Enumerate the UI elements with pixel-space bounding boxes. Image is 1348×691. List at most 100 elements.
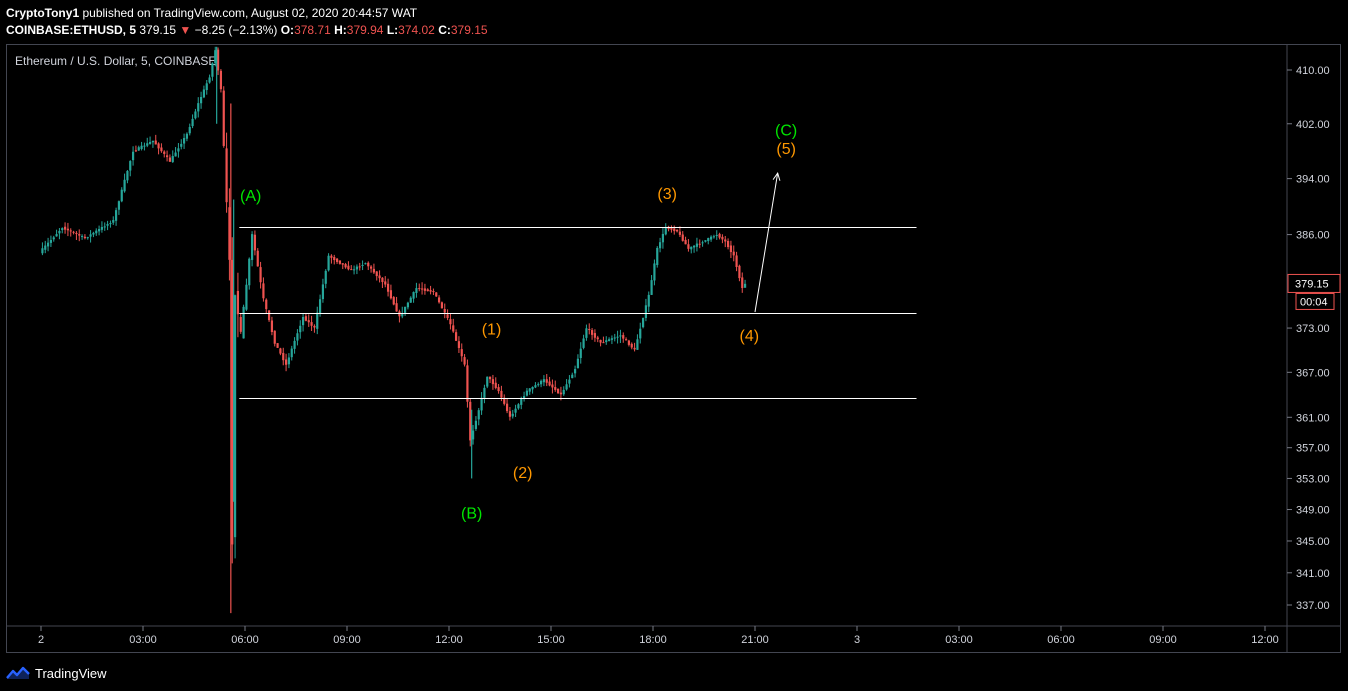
candle-body xyxy=(658,242,662,249)
candle-body xyxy=(545,379,548,383)
candle-body xyxy=(361,264,364,266)
candle-body xyxy=(95,230,98,234)
candle-body xyxy=(576,358,580,369)
y-tick-label: 341.00 xyxy=(1296,568,1330,580)
wave-label-orange: (3) xyxy=(657,186,677,203)
candle-body xyxy=(369,266,373,269)
down-arrow-icon: ▼ xyxy=(179,23,192,37)
candle-body xyxy=(712,236,716,238)
candle-body xyxy=(687,244,690,249)
publish-info: CryptoTony1 published on TradingView.com… xyxy=(6,6,417,20)
x-tick-label: 2 xyxy=(38,634,44,646)
ohlc-legend: COINBASE:ETHUSD, 5 379.15 ▼ −8.25 (−2.13… xyxy=(6,23,488,37)
footer: TradingView xyxy=(6,662,107,684)
candle-body xyxy=(117,201,121,210)
candle-body xyxy=(372,268,376,273)
candle-body xyxy=(718,233,721,238)
x-tick-label: 21:00 xyxy=(741,634,769,646)
candle-body xyxy=(639,328,642,339)
candle-body xyxy=(86,237,89,239)
candle-body xyxy=(690,246,693,250)
projection-arrow-head xyxy=(772,171,781,181)
candle-body xyxy=(647,294,650,307)
candle-body xyxy=(313,325,316,328)
high-label: H: xyxy=(334,23,347,37)
candle-body xyxy=(335,258,339,262)
candle-body xyxy=(205,83,208,91)
candle-body xyxy=(579,348,582,358)
author-name[interactable]: CryptoTony1 xyxy=(6,6,80,20)
candle-body xyxy=(709,236,713,240)
candle-body xyxy=(386,283,390,292)
candle-body xyxy=(565,384,568,390)
candle-body xyxy=(129,161,132,171)
x-tick-label: 06:00 xyxy=(231,634,259,646)
candle-body xyxy=(330,255,333,258)
wave-label-orange: (2) xyxy=(513,465,533,482)
x-tick-label: 18:00 xyxy=(639,634,667,646)
tradingview-logo-icon[interactable] xyxy=(6,666,30,680)
candle-body xyxy=(69,230,72,232)
candle-body xyxy=(367,262,370,267)
candle-body xyxy=(327,255,330,271)
candle-body xyxy=(267,310,271,321)
countdown-label: 00:04 xyxy=(1300,296,1328,308)
x-tick-label: 12:00 xyxy=(435,634,463,646)
projection-arrow-shaft xyxy=(754,172,779,313)
price-chart[interactable]: Ethereum / U.S. Dollar, 5, COINBASE 410.0… xyxy=(0,0,1348,660)
candle-body xyxy=(477,410,480,420)
candle-body xyxy=(270,320,274,333)
candle-body xyxy=(352,269,356,271)
tradingview-brand[interactable]: TradingView xyxy=(35,665,107,681)
candle-body xyxy=(675,229,679,232)
candle-body xyxy=(140,145,143,150)
candle-body xyxy=(721,236,724,240)
candle-body xyxy=(364,263,367,265)
candle-body xyxy=(58,230,61,234)
candle-body xyxy=(548,381,551,386)
candle-body xyxy=(486,376,489,387)
low-value: 374.02 xyxy=(398,23,435,37)
last-price: 379.15 xyxy=(139,23,177,37)
candle-body xyxy=(225,148,228,203)
candle-body xyxy=(44,245,47,250)
candle-body xyxy=(446,314,449,319)
candle-body xyxy=(358,266,361,268)
candle-body xyxy=(698,243,701,245)
candle-body xyxy=(157,143,160,149)
y-tick-label: 349.00 xyxy=(1296,505,1330,517)
candle-body xyxy=(174,152,177,157)
candle-body xyxy=(284,359,288,365)
candle-body xyxy=(242,306,245,339)
candle-body xyxy=(228,207,231,260)
candle-body xyxy=(656,247,659,265)
candle-body xyxy=(463,357,466,365)
candle-body xyxy=(537,384,540,386)
candle-body xyxy=(389,290,393,299)
candle-body xyxy=(610,338,614,340)
close-label: C: xyxy=(438,23,451,37)
candle-body xyxy=(522,396,526,399)
candle-body xyxy=(63,226,67,230)
candle-body xyxy=(633,347,636,350)
candle-body xyxy=(131,151,135,161)
price-change: −8.25 (−2.13%) xyxy=(194,23,278,37)
candle-body xyxy=(347,265,350,270)
candle-body xyxy=(554,387,557,390)
candle-body xyxy=(440,302,444,309)
candle-body xyxy=(160,147,163,152)
y-tick-label: 361.00 xyxy=(1296,412,1330,424)
wave-label-green: (B) xyxy=(461,505,482,522)
candle-body xyxy=(403,306,407,313)
symbol-label[interactable]: COINBASE:ETHUSD, 5 xyxy=(6,23,137,37)
candle-body xyxy=(310,322,313,326)
candle-body xyxy=(678,231,682,235)
candle-body xyxy=(497,387,500,392)
candle-body xyxy=(420,288,424,290)
candle-body xyxy=(316,312,319,329)
candle-body xyxy=(743,283,747,288)
candle-body xyxy=(191,118,194,127)
candle-body xyxy=(471,430,475,440)
chart-frame xyxy=(6,44,1341,653)
candle-body xyxy=(262,283,265,299)
